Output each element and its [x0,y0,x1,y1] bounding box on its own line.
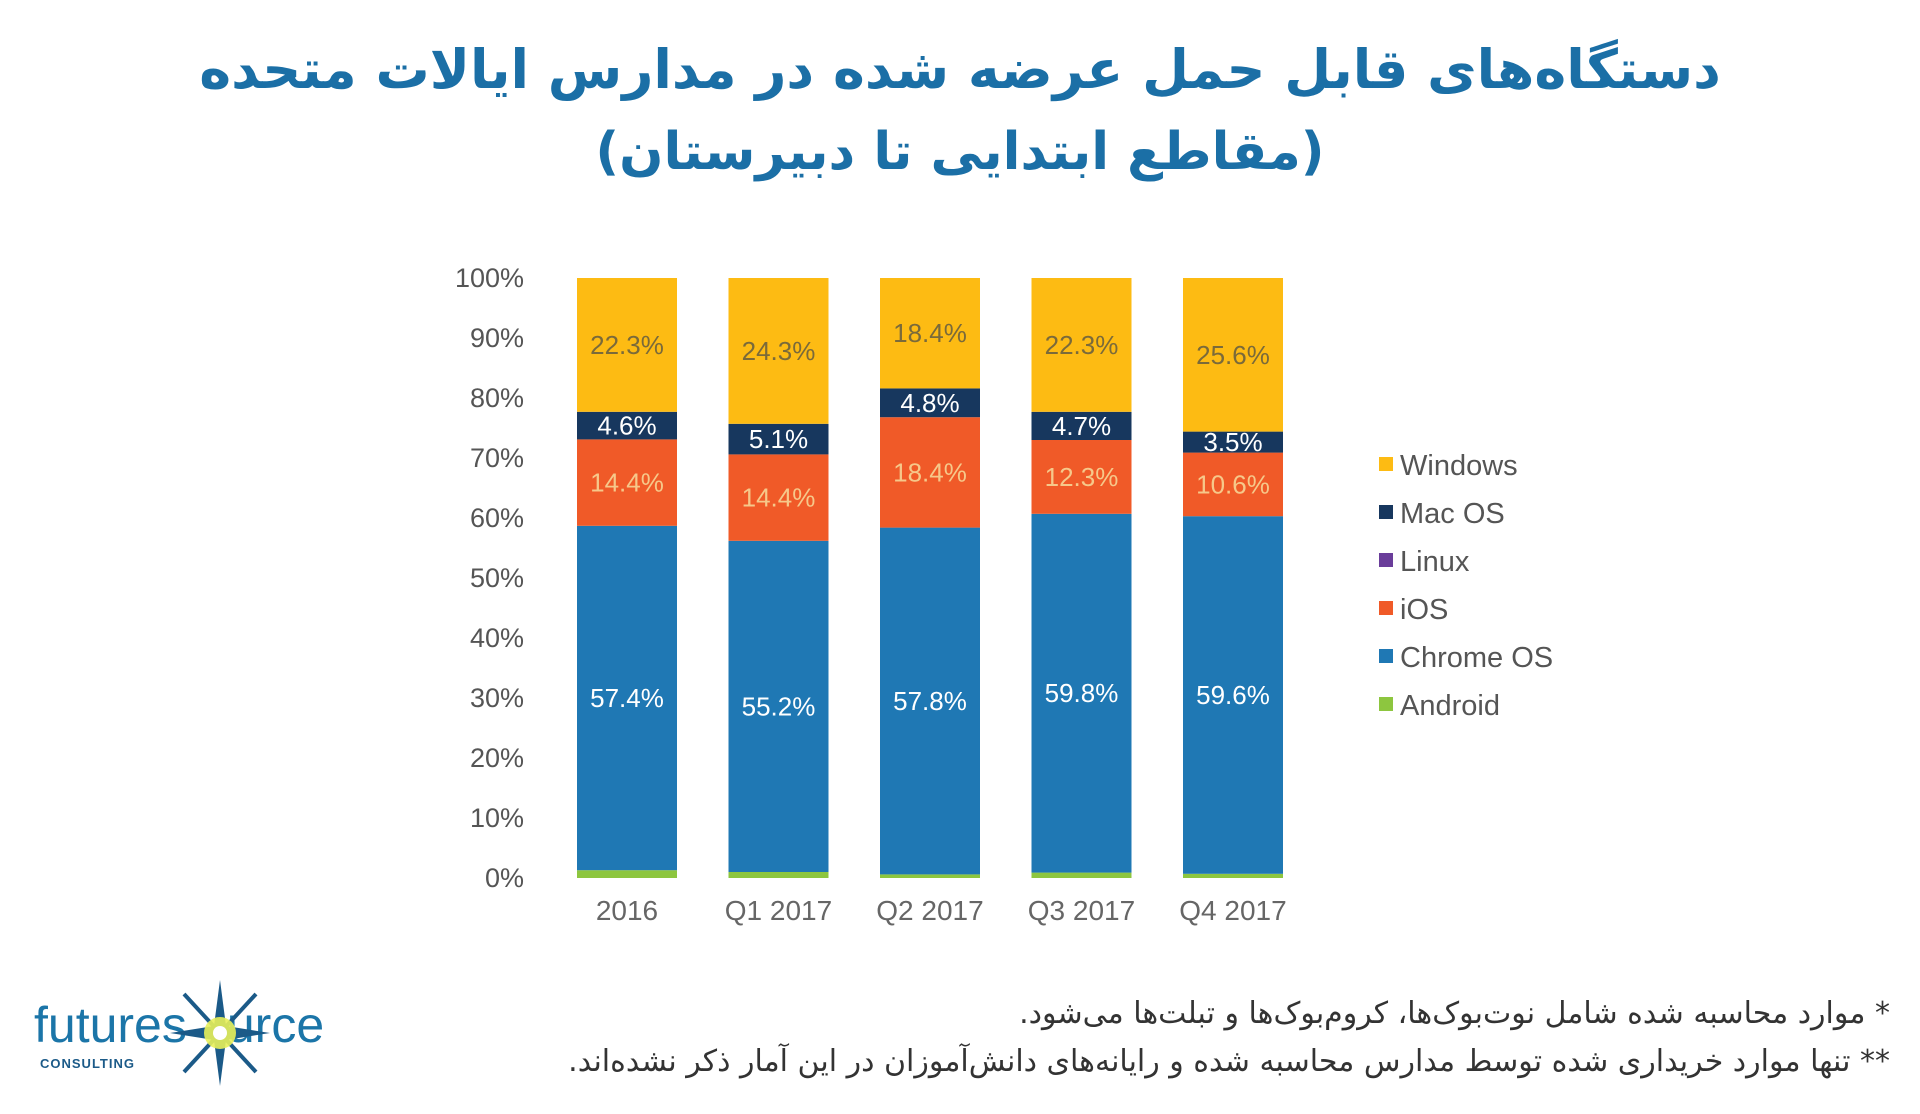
legend: Windows Mac OS Linux iOS Chrome OS Android [1379,450,1553,722]
data-label: 4.7% [1052,411,1111,441]
data-label: 55.2% [742,691,816,721]
y-tick-label: 40% [470,623,524,653]
bars [577,278,1283,878]
logo-wordmark: futures urce [34,997,325,1053]
logo-subtitle: CONSULTING [40,1056,135,1071]
data-label: 4.8% [900,388,959,418]
legend-label: Windows [1400,450,1518,482]
data-label: 59.6% [1196,680,1270,710]
data-label: 18.4% [893,318,967,348]
legend-swatch [1379,601,1393,615]
x-axis-labels: 2016 Q1 2017 Q2 2017 Q3 2017 Q4 2017 [596,895,1287,926]
bar-segment-android [880,874,980,878]
bar-segment-mac-os [728,423,829,455]
x-tick-label: Q4 2017 [1179,895,1286,926]
bar-segment-windows [1031,278,1132,412]
data-label: 10.6% [1196,469,1270,499]
data-label: 14.4% [590,468,664,498]
bar-segment-mac-os [1183,431,1283,453]
x-tick-label: Q1 2017 [725,895,832,926]
data-label: 24.3% [742,336,816,366]
data-label: 5.1% [749,424,808,454]
x-tick-label: 2016 [596,895,658,926]
y-tick-label: 50% [470,563,524,593]
data-label: 12.3% [1045,462,1119,492]
bar-segment-android [1031,872,1132,878]
legend-label: iOS [1400,594,1448,626]
chart-title-line2: (مقاطع ابتدایی تا دبیرستان) [595,122,1325,182]
bar-segment-chrome-os [880,527,980,875]
legend-label: Android [1400,690,1500,722]
bar-segment-chrome-os [1031,513,1132,873]
bar-segment-windows [1183,278,1283,432]
legend-swatch [1379,697,1393,711]
data-label: 4.6% [597,411,656,441]
bar-segment-ios [728,454,829,541]
data-label: 3.5% [1203,427,1262,457]
y-tick-label: 80% [470,383,524,413]
bar-segment-android [728,872,829,878]
x-tick-label: Q2 2017 [876,895,983,926]
futuresource-logo: futures urce CONSULTING [32,978,325,1088]
footnote-2: ** تنها موارد خریداری شده توسط مدارس محا… [568,1044,1890,1079]
y-tick-label: 10% [470,803,524,833]
data-label: 18.4% [893,457,967,487]
y-axis-ticks: 0% 10% 20% 30% 40% 50% 60% 70% 80% 90% 100% [455,263,524,893]
bar-segment-chrome-os [577,525,677,871]
legend-label: Mac OS [1400,498,1505,530]
bar-segment-windows [880,278,980,389]
legend-label: Linux [1400,546,1470,578]
data-label: 22.3% [1045,330,1119,360]
bar-segment-chrome-os [1183,516,1283,874]
bar-segment-ios [880,417,980,528]
bar-segment-chrome-os [728,540,829,872]
bar-segment-mac-os [577,411,677,440]
logo-star-icon [170,980,270,1086]
legend-swatch [1379,553,1393,567]
bar-data-labels: 57.4% 14.4% 4.6% 22.3% 55.2% 14.4% 5.1% 24.3% 57… [590,318,1270,721]
bar-segment-windows [577,278,677,412]
data-label: 14.4% [742,483,816,513]
y-tick-label: 70% [470,443,524,473]
chart-title-line1: دستگاه‌های قابل حمل عرضه شده در مدارس ای… [199,38,1721,101]
y-tick-label: 100% [455,263,524,293]
bar-segment-ios [1031,440,1132,514]
x-tick-label: Q3 2017 [1028,895,1135,926]
y-tick-label: 0% [485,863,524,893]
y-tick-label: 90% [470,323,524,353]
legend-label: Chrome OS [1400,642,1553,674]
y-tick-label: 60% [470,503,524,533]
y-tick-label: 30% [470,683,524,713]
data-label: 22.3% [590,330,664,360]
bar-segment-mac-os [1031,411,1132,440]
legend-swatch [1379,457,1393,471]
data-label: 59.8% [1045,678,1119,708]
data-label: 57.8% [893,686,967,716]
legend-swatch [1379,649,1393,663]
bar-segment-mac-os [880,388,980,418]
bar-segment-windows [728,278,829,424]
bar-segment-android [577,870,677,878]
footnote-1: * موارد محاسبه شده شامل نوت‌بوک‌ها، کروم… [1019,996,1890,1031]
legend-swatch [1379,505,1393,519]
data-label: 25.6% [1196,340,1270,370]
data-label: 57.4% [590,683,664,713]
bar-segment-ios [1183,452,1283,517]
y-tick-label: 20% [470,743,524,773]
bar-segment-ios [577,439,677,526]
bar-segment-android [1183,873,1283,878]
